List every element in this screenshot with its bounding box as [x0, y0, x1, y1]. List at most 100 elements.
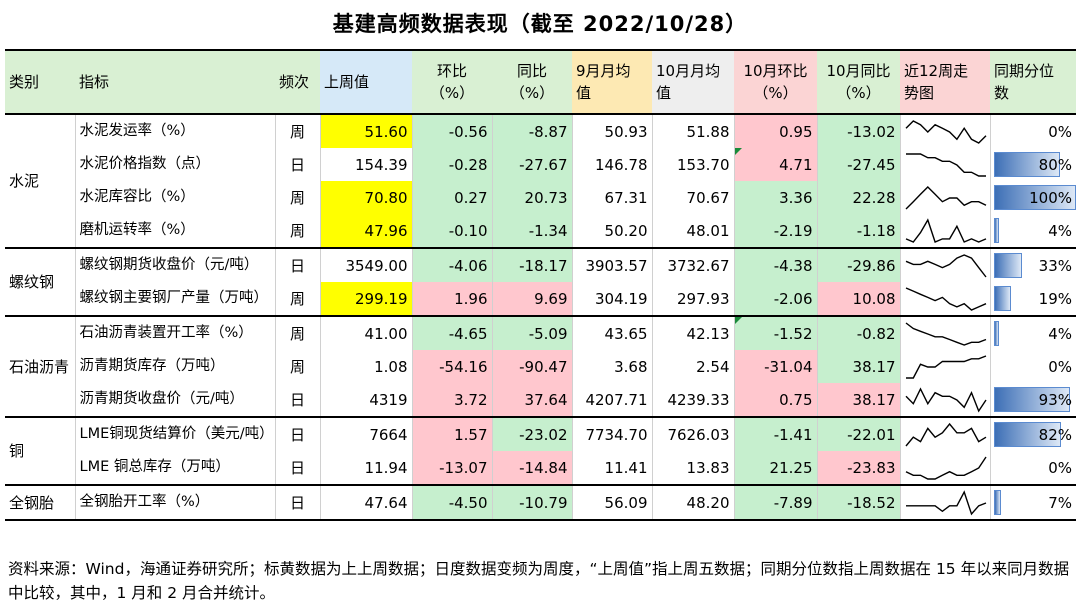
oct-yoy-cell: -29.86 — [817, 248, 901, 282]
oct-yoy-cell: 10.08 — [817, 282, 901, 317]
mom-cell: 0.27 — [412, 181, 493, 214]
percentile-cell: 0% — [990, 114, 1076, 148]
sep-avg-cell: 56.09 — [572, 485, 653, 521]
percentile-value: 100% — [1029, 188, 1072, 207]
indicator-cell: 石油沥青装置开工率（%） — [75, 316, 276, 350]
percentile-data-bar — [993, 185, 1076, 210]
mom-cell: 1.57 — [412, 417, 493, 451]
oct-mom-cell: -31.04 — [734, 350, 818, 383]
trend-sparkline-cell — [900, 417, 991, 451]
trend-sparkline — [905, 185, 986, 209]
last-week-cell: 154.39 — [320, 148, 413, 181]
sparkline-line — [905, 386, 987, 413]
source-note: 资料来源：Wind，海通证券研究所；标黄数据为上上周数据；日度数据变频为周度，“… — [8, 560, 1070, 602]
trend-sparkline — [905, 253, 987, 277]
percentile-cell: 0% — [990, 350, 1076, 383]
frequency-cell: 日 — [275, 417, 321, 451]
yoy-cell: -27.67 — [492, 148, 573, 181]
frequency-cell: 周 — [275, 214, 321, 249]
last-week-cell: 51.60 — [320, 114, 413, 148]
percentile-cell: 93% — [990, 383, 1076, 418]
trend-sparkline — [905, 152, 986, 177]
header-mom: 环比 （%） — [412, 50, 492, 114]
indicator-cell: LME 铜总库存（万吨） — [75, 451, 276, 486]
sep-avg-cell: 3903.57 — [572, 248, 653, 282]
table-row: 磨机运转率（%）周 47.96 -0.10 -1.34 50.20 48.01 -2.19-… — [5, 214, 1076, 249]
trend-sparkline-cell — [900, 316, 991, 350]
percentile-data-bar — [993, 321, 999, 346]
oct-yoy-cell: -1.18 — [817, 214, 901, 249]
trend-sparkline-cell — [900, 451, 991, 486]
yoy-cell: -10.79 — [492, 485, 573, 521]
trend-sparkline-cell — [900, 181, 991, 214]
percentile-data-bar — [993, 286, 1011, 311]
sparkline-line — [905, 354, 986, 379]
table-row: 水泥价格指数（点）日 154.39 -0.28 -27.67 146.78 153.70 4… — [5, 148, 1076, 181]
header-frequency: 频次 — [275, 50, 320, 114]
oct-avg-cell: 4239.33 — [652, 383, 735, 418]
last-week-cell: 47.96 — [320, 214, 413, 249]
trend-sparkline-cell — [900, 214, 991, 249]
last-week-cell: 41.00 — [320, 316, 413, 350]
mom-cell: 1.96 — [412, 282, 493, 317]
oct-avg-cell: 42.13 — [652, 316, 735, 350]
trend-sparkline — [905, 489, 986, 515]
category-cell: 水泥 — [5, 114, 76, 249]
header-sep-avg: 9月月均 值 — [572, 50, 652, 114]
percentile-cell: 100% — [990, 181, 1076, 214]
indicator-cell: 沥青期货收盘价（元/吨） — [75, 383, 276, 418]
oct-avg-cell: 70.67 — [652, 181, 735, 214]
table-row: 水泥库容比（%）周 70.80 0.27 20.73 67.31 70.67 3.36 22.… — [5, 181, 1076, 214]
category-cell: 全钢胎 — [5, 485, 76, 521]
oct-avg-cell: 51.88 — [652, 114, 735, 148]
last-week-cell: 299.19 — [320, 282, 413, 317]
mom-cell: -13.07 — [412, 451, 493, 486]
oct-avg-cell: 3732.67 — [652, 248, 735, 282]
sparkline-line — [904, 422, 986, 446]
sep-avg-cell: 146.78 — [572, 148, 653, 181]
header-yoy: 同比 （%） — [492, 50, 572, 114]
sparkline-line — [905, 456, 987, 480]
indicator-cell: 螺纹钢期货收盘价（元/吨） — [75, 248, 276, 282]
frequency-cell: 日 — [275, 451, 321, 486]
table-row: 石油沥青 石油沥青装置开工率（%）周 41.00 -4.65 -5.09 43.65 42.… — [5, 316, 1076, 418]
trend-sparkline-cell — [900, 148, 991, 181]
oct-yoy-cell: 38.17 — [817, 383, 901, 418]
oct-yoy-cell: -23.83 — [817, 451, 901, 486]
trend-sparkline-cell — [900, 350, 991, 383]
yoy-cell: -90.47 — [492, 350, 573, 383]
yoy-cell: 37.64 — [492, 383, 573, 418]
oct-avg-cell: 153.70 — [652, 148, 735, 181]
category-cell: 铜 — [5, 417, 76, 486]
sep-avg-cell: 11.41 — [572, 451, 653, 486]
last-week-cell: 1.08 — [320, 350, 413, 383]
indicator-cell: 水泥价格指数（点） — [75, 148, 276, 181]
trend-sparkline-cell — [900, 485, 991, 521]
header-oct-mom: 10月环比 （%） — [734, 50, 817, 114]
frequency-cell: 周 — [275, 181, 321, 214]
percentile-cell: 82% — [990, 417, 1076, 451]
last-week-cell: 7664 — [320, 417, 413, 451]
trend-sparkline — [905, 354, 986, 379]
sparkline-line — [905, 217, 986, 243]
frequency-cell: 日 — [275, 485, 321, 521]
sep-avg-cell: 4207.71 — [572, 383, 653, 418]
mom-cell: -4.50 — [412, 485, 493, 521]
indicator-cell: 磨机运转率（%） — [75, 214, 276, 249]
trend-sparkline-cell — [900, 248, 991, 282]
indicator-cell: 全钢胎开工率（%） — [75, 485, 276, 521]
percentile-value: 33% — [1038, 256, 1072, 275]
oct-yoy-cell: 22.28 — [817, 181, 901, 214]
indicator-cell: 螺纹钢主要钢厂产量（万吨） — [75, 282, 276, 317]
yoy-cell: -14.84 — [492, 451, 573, 486]
sparkline-line — [905, 253, 987, 277]
frequency-cell: 日 — [275, 148, 321, 181]
percentile-value: 82% — [1038, 425, 1072, 444]
percentile-value: 0% — [1048, 357, 1072, 376]
frequency-cell: 周 — [275, 282, 321, 317]
table-row: 水泥 水泥发运率（%）周 51.60 -0.56 -8.87 50.93 51.88 0.95… — [5, 114, 1076, 249]
mom-cell: -0.28 — [412, 148, 493, 181]
frequency-cell: 日 — [275, 248, 321, 282]
trend-sparkline — [905, 119, 986, 144]
oct-mom-cell: 21.25 — [734, 451, 818, 486]
